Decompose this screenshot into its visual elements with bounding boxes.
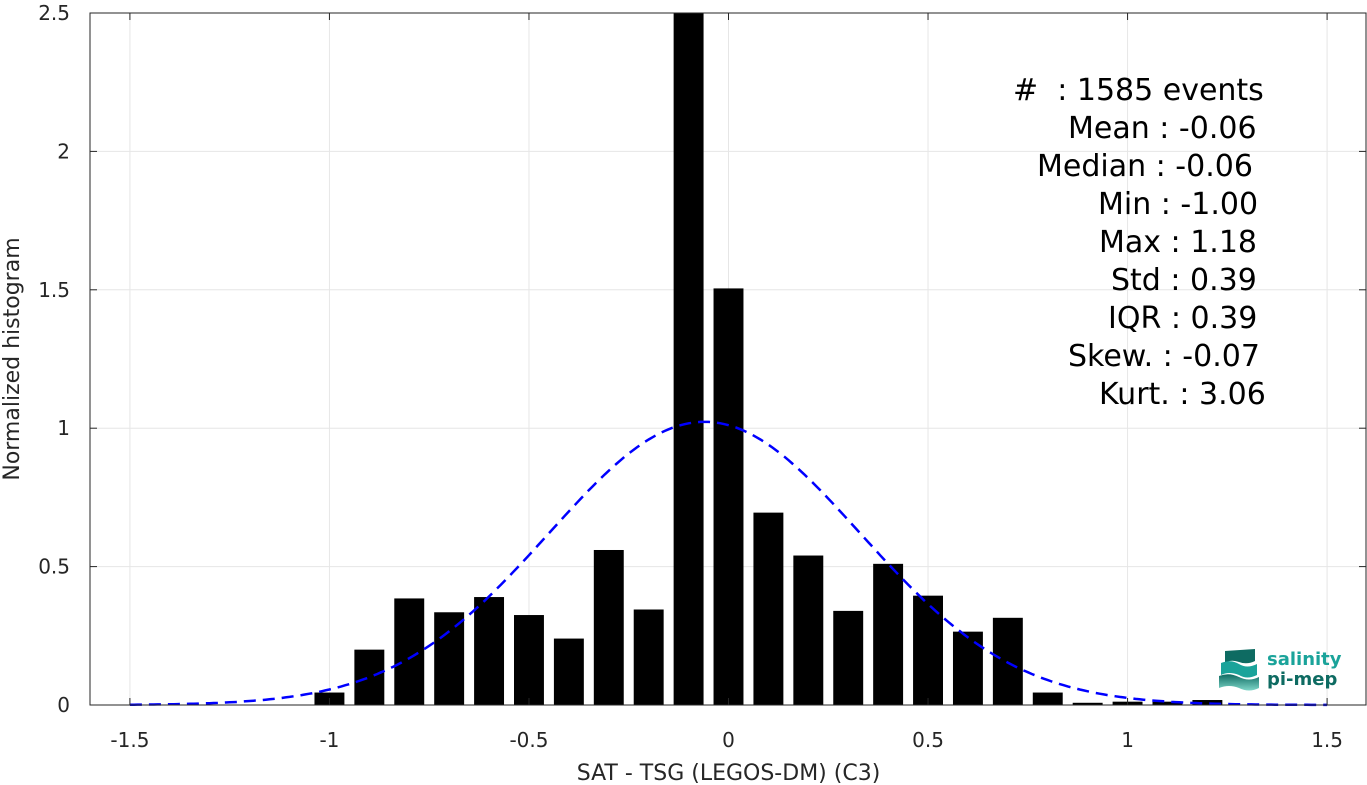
x-tick-label: 0.5 [912, 728, 944, 752]
stat-min: Min : -1.00 [1098, 187, 1259, 222]
x-tick-label: -0.5 [509, 728, 548, 752]
y-axis-ticks: 0 0.5 1 1.5 2 2.5 [38, 1, 1366, 717]
histogram-bar [514, 615, 544, 705]
y-tick-label: 1.5 [38, 278, 70, 302]
histogram-bar [713, 288, 744, 705]
histogram-bar [1192, 700, 1223, 705]
histogram-bar [1152, 701, 1183, 705]
stat-median: Median : -0.06 [1037, 149, 1253, 184]
salinity-pi-mep-logo: salinity pi-mep [1215, 645, 1345, 695]
histogram-bar [952, 631, 983, 705]
histogram-bar [593, 549, 624, 705]
histogram-bar [633, 609, 664, 705]
stat-max: Max : 1.18 [1099, 225, 1257, 260]
logo-text-pi-mep: pi-mep [1267, 669, 1338, 690]
histogram-bar [553, 638, 584, 705]
stat-events: # : 1585 events [1013, 73, 1264, 108]
bars [314, 13, 1223, 705]
histogram-bar [354, 649, 385, 705]
histogram-bar [753, 512, 784, 705]
logo-text-salinity: salinity [1267, 649, 1342, 670]
stat-skew: Skew. : -0.07 [1068, 339, 1260, 374]
y-tick-label: 0 [57, 693, 70, 717]
histogram-bar [873, 563, 904, 705]
y-tick-label: 2 [57, 139, 70, 163]
x-tick-label: -1.5 [110, 728, 149, 752]
x-tick-label: -1 [319, 728, 339, 752]
x-axis-ticks: -1.5 -1 -0.5 0 0.5 1 1.5 [110, 13, 1343, 752]
stat-mean: Mean : -0.06 [1068, 111, 1257, 146]
y-tick-label: 0.5 [38, 555, 70, 579]
histogram-bar [474, 597, 505, 705]
gaussian-fit-curve [129, 420, 1328, 707]
waves-logo-icon [1219, 649, 1259, 691]
histogram-bar [833, 610, 864, 705]
histogram-bar [673, 13, 704, 705]
stat-kurt: Kurt. : 3.06 [1099, 377, 1266, 412]
x-axis-label: SAT - TSG (LEGOS-DM) (C3) [577, 761, 881, 785]
histogram-bar [793, 555, 824, 705]
histogram-bar [1032, 692, 1063, 705]
stat-iqr: IQR : 0.39 [1108, 301, 1258, 336]
y-tick-label: 1 [57, 416, 70, 440]
y-tick-label: 2.5 [38, 1, 70, 25]
x-tick-label: 1 [1121, 728, 1134, 752]
histogram-bar [394, 598, 425, 705]
histogram-bar [1072, 702, 1103, 705]
histogram-bar [434, 612, 465, 705]
x-tick-label: 1.5 [1311, 728, 1343, 752]
x-tick-label: 0 [722, 728, 735, 752]
stat-std: Std : 0.39 [1111, 263, 1257, 298]
y-axis-label: Normalized histogram [0, 237, 25, 480]
